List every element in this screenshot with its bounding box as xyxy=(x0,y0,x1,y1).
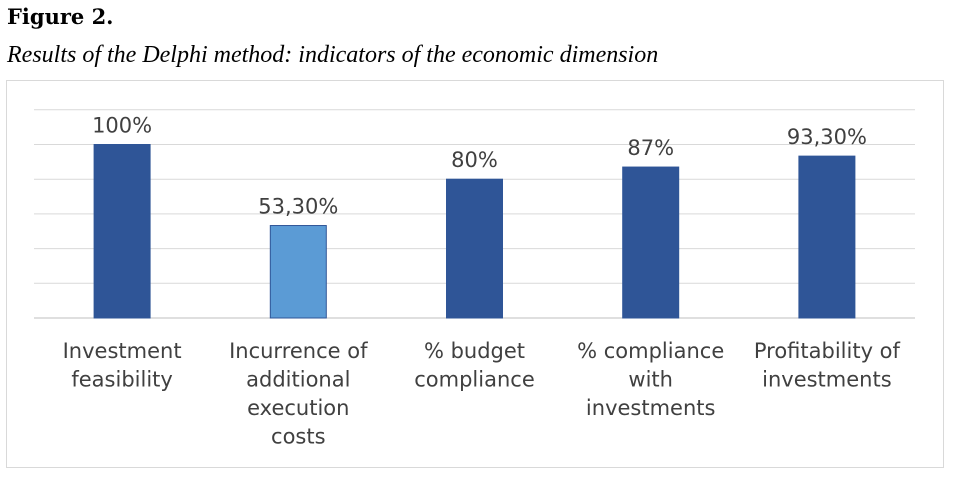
category-label-line: % budget xyxy=(424,339,525,363)
bar xyxy=(622,166,680,319)
category-label-line: compliance xyxy=(414,368,535,392)
data-label: 80% xyxy=(451,148,498,172)
category-label: Profitability of investments xyxy=(754,339,901,392)
category-label-line: investments xyxy=(586,396,716,420)
bar xyxy=(446,178,503,319)
bar xyxy=(269,225,327,319)
category-label: Investment feasibility xyxy=(63,339,182,392)
category-label-line: execution xyxy=(247,396,349,420)
bar xyxy=(93,144,151,319)
category-label: % compliance with investments xyxy=(577,339,724,420)
category-label-line: with xyxy=(628,368,673,392)
category-label: % budget compliance xyxy=(414,339,535,392)
category-label-line: Profitability of xyxy=(754,339,901,363)
data-label: 87% xyxy=(627,136,674,160)
category-label-line: investments xyxy=(762,368,892,392)
data-label: 100% xyxy=(92,114,152,138)
category-label-line: costs xyxy=(271,425,326,449)
data-label: 93,30% xyxy=(787,125,867,149)
figure-label: Figure 2. xyxy=(7,4,114,29)
category-label-line: Incurrence of xyxy=(229,339,368,363)
category-label-line: % compliance xyxy=(577,339,724,363)
figure-caption: Results of the Delphi method: indicators… xyxy=(7,42,659,68)
category-label-line: Investment xyxy=(63,339,182,363)
category-label-line: feasibility xyxy=(71,368,172,392)
data-label: 53,30% xyxy=(258,195,338,219)
category-label: Incurrence of additional execution costs xyxy=(229,339,368,449)
category-label-line: additional xyxy=(246,368,350,392)
bar xyxy=(798,155,856,319)
